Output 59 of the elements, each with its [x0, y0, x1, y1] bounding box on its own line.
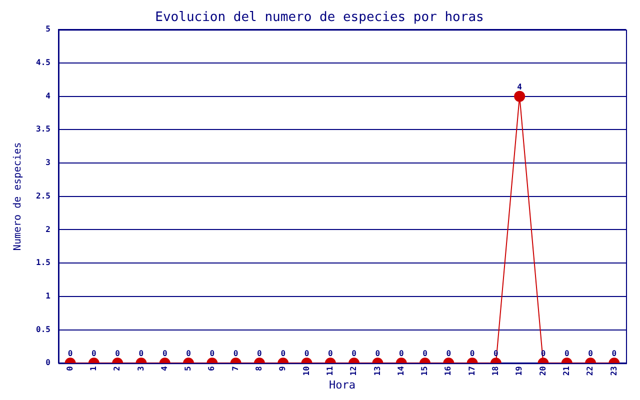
x-tick-label: 12 — [349, 366, 358, 376]
y-tick-label: 1.5 — [36, 258, 51, 268]
x-tick-label: 7 — [230, 366, 240, 371]
y-tick-label: 2 — [46, 224, 51, 234]
y-tick-label: 2.5 — [36, 191, 51, 200]
data-label: 4 — [517, 82, 522, 92]
y-tick-label: 3 — [46, 158, 51, 168]
x-tick-label: 22 — [586, 366, 595, 376]
y-tick-label: 4 — [46, 91, 51, 100]
data-label: 0 — [446, 349, 452, 358]
data-label: 0 — [398, 349, 404, 358]
x-tick-label: 20 — [538, 366, 548, 376]
x-tick-label: 1 — [89, 366, 98, 371]
data-label: 0 — [612, 349, 617, 358]
data-label: 0 — [210, 349, 215, 358]
chart-title: Evolucion del numero de especies por horas — [155, 10, 484, 26]
data-label: 0 — [375, 349, 380, 358]
x-tick-label: 2 — [112, 366, 122, 371]
x-tick-label: 11 — [325, 366, 334, 376]
data-label: 0 — [280, 349, 286, 358]
x-tick-label: 4 — [160, 366, 169, 371]
data-label: 0 — [352, 349, 357, 358]
data-label: 0 — [422, 349, 428, 358]
x-tick-label: 8 — [254, 366, 264, 371]
x-tick-label: 14 — [396, 366, 406, 376]
x-tick-label: 21 — [562, 366, 571, 376]
y-axis-title: Numero de especies — [12, 142, 24, 251]
x-tick-label: 17 — [467, 366, 476, 376]
x-tick-label: 3 — [136, 366, 146, 371]
data-label: 0 — [138, 349, 144, 358]
data-label: 0 — [233, 349, 238, 358]
data-label: 0 — [162, 349, 168, 358]
x-tick-label: 16 — [444, 366, 453, 376]
x-tick-label: 18 — [491, 366, 500, 376]
data-label: 0 — [115, 349, 120, 358]
x-tick-label: 19 — [514, 366, 524, 376]
x-tick-label: 9 — [278, 366, 288, 371]
x-tick-label: 15 — [420, 366, 430, 376]
y-tick-label: 3.5 — [36, 124, 51, 134]
data-label: 0 — [304, 349, 310, 358]
data-label: 0 — [257, 349, 262, 358]
x-tick-label: 10 — [302, 366, 311, 376]
x-tick-label: 23 — [609, 366, 618, 376]
data-label: 0 — [588, 349, 594, 358]
x-tick-label: 5 — [184, 366, 193, 371]
x-tick-label: 13 — [372, 366, 382, 376]
data-label: 0 — [328, 349, 333, 358]
x-tick-label: 6 — [207, 366, 216, 371]
y-tick-label: 5 — [46, 24, 51, 34]
y-tick-label: 0.5 — [36, 324, 51, 334]
x-axis-title: Hora — [328, 378, 356, 392]
data-label: 0 — [186, 349, 192, 358]
data-label: 0 — [92, 349, 97, 358]
y-tick-label: 4.5 — [36, 58, 51, 68]
data-label: 0 — [68, 349, 73, 358]
y-tick-label: 1 — [46, 292, 51, 301]
data-label: 0 — [470, 349, 475, 358]
data-label: 0 — [564, 349, 570, 358]
x-tick-label: 0 — [65, 366, 74, 371]
